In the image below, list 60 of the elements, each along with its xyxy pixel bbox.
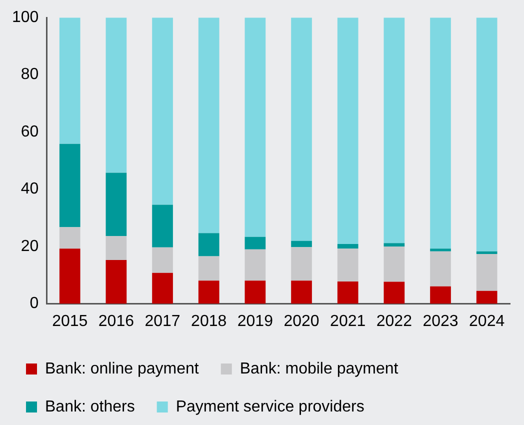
y-tick-label: 20 bbox=[20, 238, 39, 255]
bar bbox=[198, 18, 220, 234]
bar bbox=[430, 286, 451, 304]
x-tick-label: 2023 bbox=[422, 312, 458, 330]
bar bbox=[430, 18, 451, 249]
x-tick-label: 2024 bbox=[469, 312, 505, 330]
legend-label: Bank: others bbox=[45, 398, 135, 416]
x-tick-label: 2018 bbox=[191, 312, 227, 330]
bar bbox=[291, 18, 312, 241]
bar bbox=[291, 247, 312, 281]
x-tick-label: 2022 bbox=[376, 312, 412, 330]
x-tick-label: 2016 bbox=[98, 312, 134, 330]
bar bbox=[106, 172, 127, 236]
bar bbox=[476, 18, 498, 252]
bar bbox=[244, 236, 266, 250]
legend-label: Bank: mobile payment bbox=[240, 360, 399, 378]
bar bbox=[59, 18, 80, 144]
bar bbox=[152, 18, 173, 205]
x-tick-label: 2020 bbox=[284, 312, 320, 330]
x-tick-label: 2015 bbox=[52, 312, 88, 330]
bar bbox=[291, 280, 312, 304]
bar bbox=[198, 256, 220, 281]
bar bbox=[337, 244, 358, 249]
y-tick-label: 80 bbox=[20, 66, 39, 84]
bar bbox=[476, 254, 498, 291]
bar bbox=[59, 144, 80, 228]
bar bbox=[59, 227, 80, 249]
bar bbox=[337, 281, 358, 304]
bar bbox=[476, 290, 498, 304]
x-tick-label: 2021 bbox=[330, 312, 366, 330]
y-tick-label: 0 bbox=[30, 295, 39, 312]
bar bbox=[106, 18, 127, 173]
bar bbox=[152, 204, 173, 248]
bar bbox=[476, 251, 498, 254]
bar bbox=[430, 251, 451, 286]
bar bbox=[337, 248, 358, 282]
bar bbox=[244, 280, 266, 304]
bar bbox=[384, 246, 405, 282]
bar bbox=[59, 248, 80, 304]
bar bbox=[152, 247, 173, 273]
bar bbox=[244, 249, 266, 281]
bar bbox=[106, 260, 127, 304]
bar bbox=[106, 236, 127, 260]
bar bbox=[384, 243, 405, 247]
bar bbox=[152, 272, 173, 304]
bar bbox=[244, 18, 266, 237]
legend-label: Payment service providers bbox=[176, 398, 364, 416]
x-tick-label: 2017 bbox=[144, 312, 180, 330]
y-tick-label: 60 bbox=[20, 123, 39, 140]
bar bbox=[291, 240, 312, 248]
bar bbox=[337, 18, 358, 244]
y-tick-label: 40 bbox=[20, 180, 39, 198]
y-tick-label: 100 bbox=[12, 9, 39, 26]
bar bbox=[384, 282, 405, 304]
bar bbox=[198, 233, 220, 256]
legend-label: Bank: online payment bbox=[45, 360, 200, 378]
bar bbox=[198, 280, 220, 304]
bar bbox=[430, 248, 451, 252]
x-tick-label: 2019 bbox=[237, 312, 274, 330]
bar bbox=[384, 18, 405, 244]
